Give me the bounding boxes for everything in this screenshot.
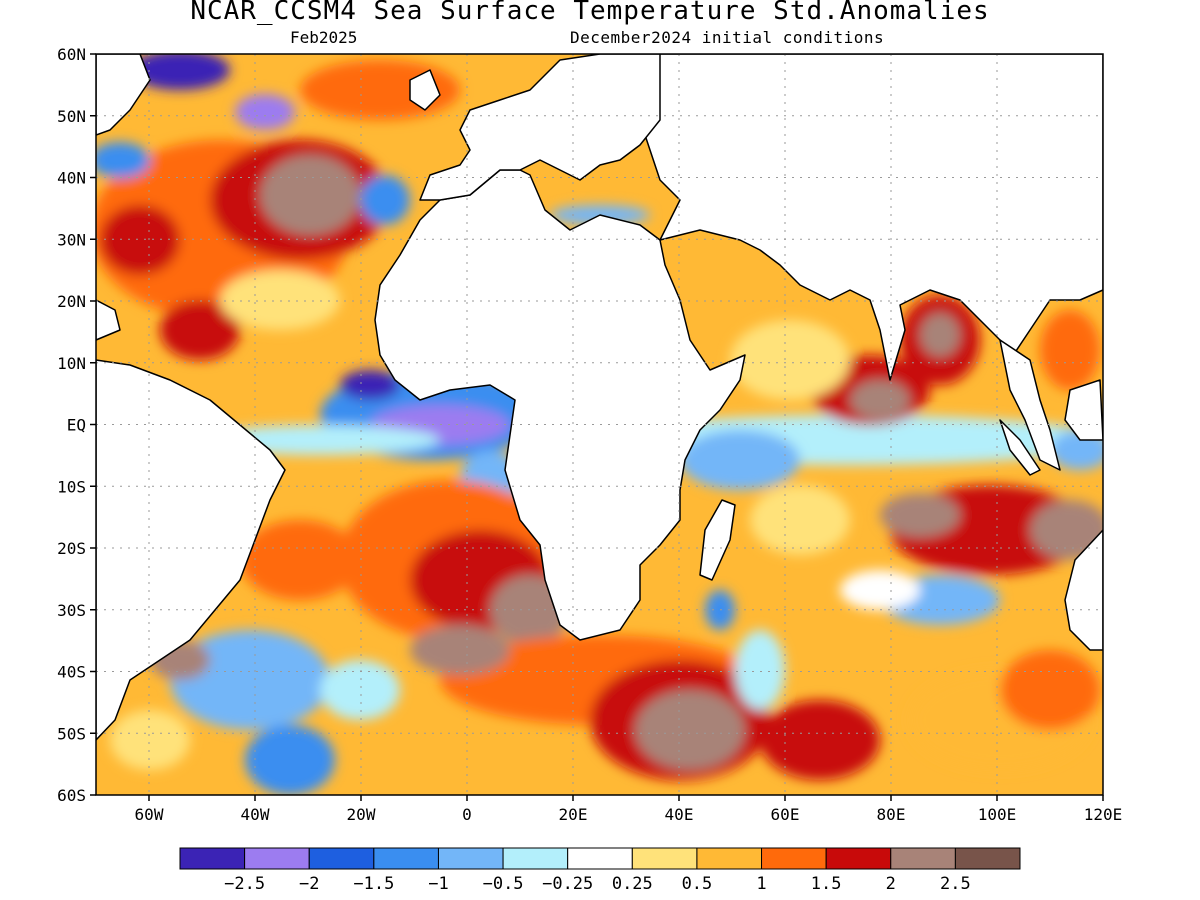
lat-tick-label: 30S <box>57 601 86 620</box>
lon-tick-label: 40W <box>241 805 270 824</box>
colorbar-swatch <box>308 847 375 870</box>
lon-tick-label: 60E <box>771 805 800 824</box>
anomaly-blob <box>340 370 400 400</box>
colorbar-label: 2 <box>886 874 896 894</box>
lon-tick-label: 60W <box>135 805 164 824</box>
lat-tick-label: 30N <box>57 230 86 249</box>
initial-conditions: December2024 initial conditions <box>570 28 885 47</box>
colorbar-swatch <box>890 847 956 870</box>
north-america-landmass <box>96 54 151 136</box>
forecast-month: Feb2025 <box>290 28 358 47</box>
colorbar-label: −0.5 <box>483 874 524 894</box>
lon-tick-label: 100E <box>978 805 1017 824</box>
lon-tick-label: 40E <box>665 805 694 824</box>
anomaly-blob <box>100 205 180 275</box>
anomaly-blob <box>160 300 240 360</box>
colorbar-swatch <box>761 847 827 870</box>
borneo-landmass <box>1064 379 1103 441</box>
anomaly-blob <box>110 710 190 770</box>
colorbar-swatch <box>825 847 892 870</box>
lat-tick-label: 10S <box>57 477 86 496</box>
anomaly-blob <box>680 430 800 490</box>
colorbar-label: 0.25 <box>612 874 653 894</box>
madagascar-landmass <box>699 499 736 581</box>
colorbar-swatch <box>954 847 1021 870</box>
anomaly-blob <box>730 320 850 400</box>
colorbar-label: 1 <box>756 874 766 894</box>
lat-tick-label: 40S <box>57 663 86 682</box>
colorbar-swatch <box>631 847 698 870</box>
colorbar-swatch <box>567 847 633 870</box>
anomaly-blob <box>260 155 360 235</box>
lon-tick-label: 20W <box>347 805 376 824</box>
anomaly-blob <box>1030 500 1103 560</box>
anomaly-blob <box>235 94 295 130</box>
lat-tick-label: 20N <box>57 292 86 311</box>
anomaly-blob <box>735 630 785 710</box>
latitude-axis: 60N 50N 40N 30N 20N 10N EQ 10S 20S 30S 40S 50S 60S <box>57 45 96 805</box>
sumatra-landmass <box>999 419 1041 476</box>
lat-tick-label: EQ <box>67 416 86 435</box>
anomaly-blob <box>1040 310 1100 390</box>
south-america-landmass <box>96 359 286 741</box>
lon-tick-label: 20E <box>559 805 588 824</box>
lat-tick-label: 40N <box>57 169 86 188</box>
colorbar-label: 1.5 <box>811 874 842 894</box>
anomaly-blob <box>880 493 960 537</box>
anomaly-blob <box>245 725 335 795</box>
colorbar: −2.5 −2 −1.5 −1 −0.5 −0.25 0.25 0.5 1 1.5 2 2.5 <box>179 847 1021 894</box>
anomaly-blob <box>850 380 910 420</box>
colorbar-swatch <box>696 847 763 870</box>
lat-tick-label: 50S <box>57 724 86 743</box>
anomaly-blob <box>920 313 960 357</box>
gridlines <box>96 54 1103 795</box>
colorbar-label: −1.5 <box>353 874 394 894</box>
anomaly-blob <box>1000 650 1100 730</box>
anomaly-blob <box>130 54 230 90</box>
colorbar-label: −2 <box>299 874 319 894</box>
lat-tick-label: 10N <box>57 354 86 373</box>
lon-tick-label: 80E <box>877 805 906 824</box>
anomaly-blob <box>170 630 330 730</box>
lat-tick-label: 60S <box>57 786 86 805</box>
anomaly-blob <box>360 175 410 225</box>
indochina-landmass <box>999 339 1061 471</box>
lon-tick-label: 0 <box>462 805 472 824</box>
europe-landmass <box>419 54 661 201</box>
anomaly-blob <box>320 660 400 720</box>
anomaly-blob <box>96 142 150 178</box>
australia-landmass <box>1064 529 1103 651</box>
anomaly-blob <box>750 485 850 555</box>
colorbar-label: −1 <box>428 874 448 894</box>
lon-tick-label: 120E <box>1084 805 1123 824</box>
colorbar-label: −0.25 <box>542 874 593 894</box>
asia-landmass <box>639 54 1103 381</box>
colorbar-label: −2.5 <box>224 874 265 894</box>
anomaly-blob <box>410 625 510 675</box>
longitude-axis: 60W 40W 20W 0 20E 40E 60E 80E 100E 120E <box>135 795 1123 824</box>
colorbar-swatch <box>437 847 504 870</box>
colorbar-label: 0.5 <box>682 874 713 894</box>
anomaly-blob <box>240 520 360 600</box>
lat-tick-label: 50N <box>57 107 86 126</box>
colorbar-swatch <box>373 847 439 870</box>
colorbar-swatch <box>244 847 310 870</box>
anomaly-blob <box>760 700 880 780</box>
lat-tick-label: 20S <box>57 539 86 558</box>
anomaly-blob <box>220 270 340 330</box>
anomaly-blob <box>840 570 920 610</box>
chart-title: NCAR_CCSM4 Sea Surface Temperature Std.A… <box>190 0 990 26</box>
lat-tick-label: 60N <box>57 45 86 64</box>
colorbar-swatch <box>502 847 569 870</box>
british-isles-landmass <box>409 69 441 111</box>
anomaly-blob <box>635 690 745 770</box>
colorbar-swatch <box>179 847 246 870</box>
colorbar-label: 2.5 <box>940 874 971 894</box>
central-america-landmass <box>96 299 121 341</box>
